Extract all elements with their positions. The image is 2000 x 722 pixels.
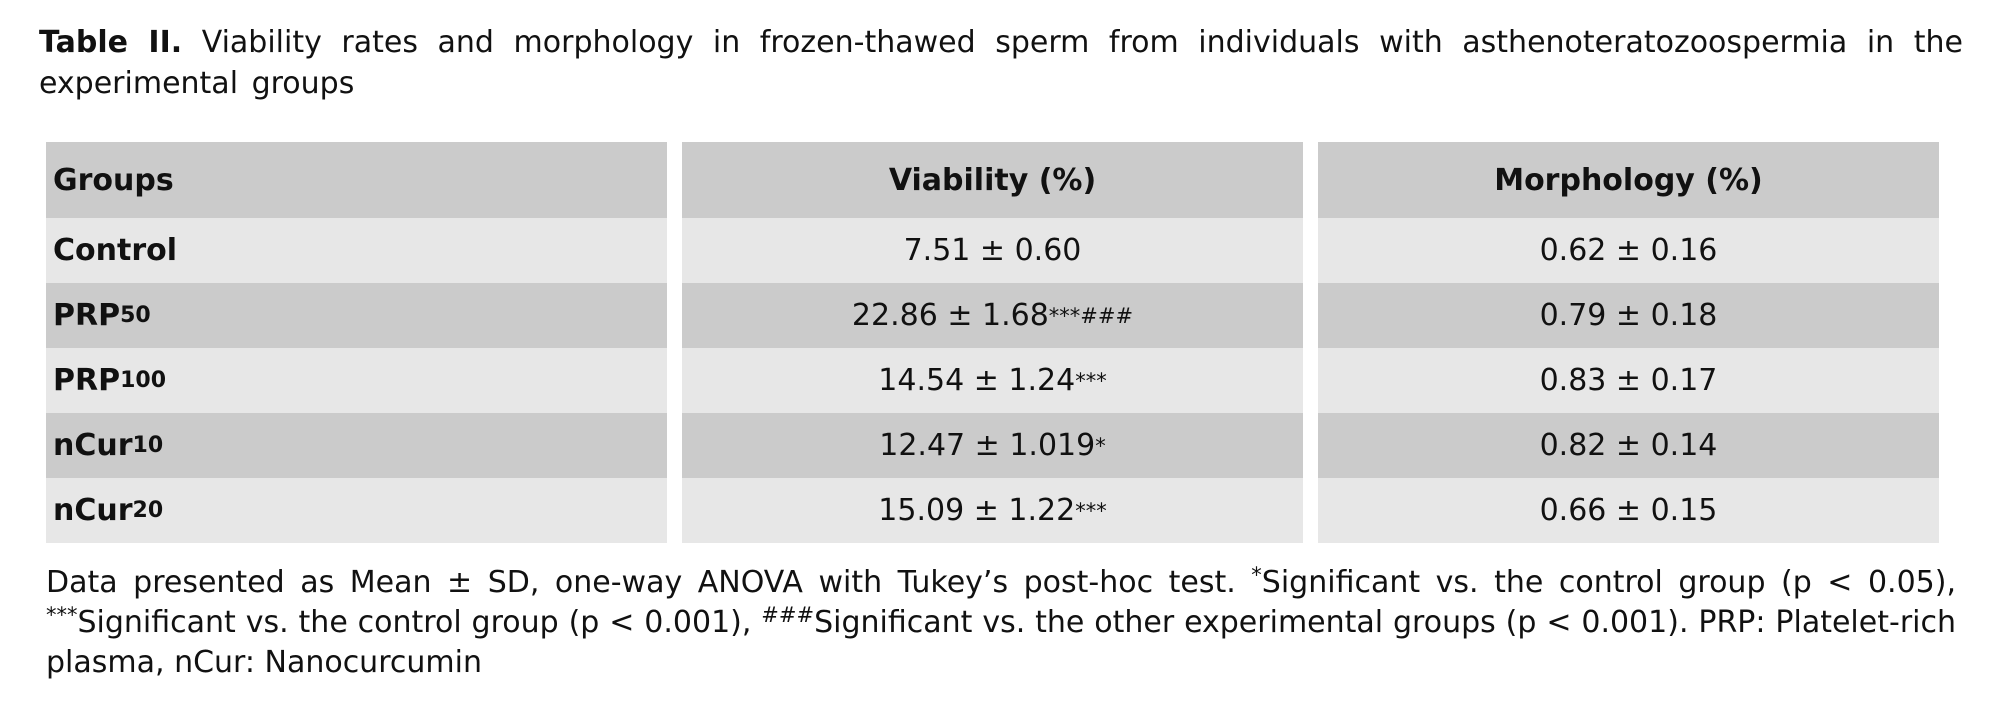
table-row: PRP 50 22.86 ± 1.68 ***### 0.79 ± 0.18	[46, 283, 1956, 348]
header-morphology: Morphology (%)	[1318, 142, 1939, 218]
table-header-row: Groups Viability (%) Morphology (%)	[46, 142, 1956, 218]
viability-cell: 22.86 ± 1.68 ***###	[682, 283, 1303, 348]
morphology-cell: 0.83 ± 0.17	[1318, 348, 1939, 413]
viability-cell: 15.09 ± 1.22 ***	[682, 478, 1303, 543]
group-cell: nCur 10	[46, 413, 667, 478]
table-row: PRP 100 14.54 ± 1.24 *** 0.83 ± 0.17	[46, 348, 1956, 413]
group-cell: nCur 20	[46, 478, 667, 543]
table-footnote: Data presented as Mean ± SD, one-way ANO…	[46, 563, 1956, 681]
group-cell: PRP 50	[46, 283, 667, 348]
data-table: Groups Viability (%) Morphology (%) Cont…	[46, 142, 1956, 543]
header-groups: Groups	[46, 142, 667, 218]
viability-cell: 7.51 ± 0.60	[682, 218, 1303, 283]
table-row: nCur 20 15.09 ± 1.22 *** 0.66 ± 0.15	[46, 478, 1956, 543]
morphology-cell: 0.79 ± 0.18	[1318, 283, 1939, 348]
viability-cell: 12.47 ± 1.019 *	[682, 413, 1303, 478]
group-cell: Control	[46, 218, 667, 283]
header-viability: Viability (%)	[682, 142, 1303, 218]
morphology-cell: 0.82 ± 0.14	[1318, 413, 1939, 478]
caption-text: Viability rates and morphology in frozen…	[39, 25, 1963, 101]
table-label: Table II.	[39, 25, 183, 60]
morphology-cell: 0.62 ± 0.16	[1318, 218, 1939, 283]
table-caption: Table II. Viability rates and morphology…	[39, 22, 1963, 104]
group-cell: PRP 100	[46, 348, 667, 413]
table-row: nCur 10 12.47 ± 1.019 * 0.82 ± 0.14	[46, 413, 1956, 478]
morphology-cell: 0.66 ± 0.15	[1318, 478, 1939, 543]
table-row: Control 7.51 ± 0.60 0.62 ± 0.16	[46, 218, 1956, 283]
viability-cell: 14.54 ± 1.24 ***	[682, 348, 1303, 413]
